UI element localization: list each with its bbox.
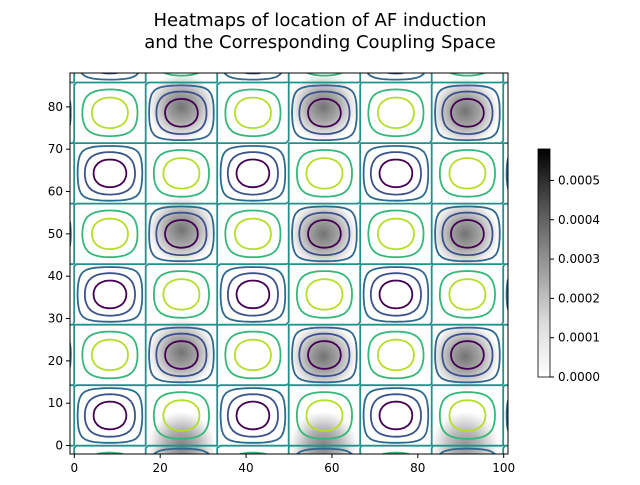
- colorbar-axis: 0.0000 0.0001 0.0002 0.0003 0.0004 0.0005: [550, 173, 600, 384]
- y-tick-label: 60: [48, 185, 63, 199]
- contour-level-0: [92, 98, 485, 431]
- colorbar-tick-label: 0.0005: [558, 173, 600, 187]
- y-tick-label: 70: [48, 142, 63, 156]
- x-tick-label: 100: [492, 461, 515, 475]
- contour-level-5: [90, 96, 487, 432]
- heatmap-hotspot-0: [147, 73, 216, 141]
- contour-level-3: [70, 73, 508, 454]
- heatmap-hotspot-11: [431, 411, 500, 454]
- y-tick-label: 20: [48, 354, 63, 368]
- colorbar-tick-label: 0.0002: [558, 291, 600, 305]
- heatmap-hotspot-1: [289, 73, 358, 141]
- chart-title-line-1: Heatmaps of location of AF induction: [153, 10, 486, 31]
- colorbar-tick-label: 0.0004: [558, 213, 600, 227]
- chart-title-line-2: and the Corresponding Coupling Space: [144, 32, 496, 53]
- contour-level-1: [83, 73, 494, 438]
- y-tick-label: 80: [48, 100, 63, 114]
- heatmap-hotspot-5: [431, 199, 500, 268]
- x-tick-label: 0: [70, 461, 78, 475]
- colorbar: [537, 148, 551, 378]
- y-axis: 0 10 20 30 40 50 60 70 80: [48, 100, 70, 453]
- x-tick-label: 40: [238, 461, 253, 475]
- x-tick-label: 20: [153, 461, 168, 475]
- heatmap-hotspot-6: [147, 318, 216, 387]
- x-tick-label: 80: [410, 461, 425, 475]
- y-tick-label: 40: [48, 269, 63, 283]
- heatmap-hotspot-3: [147, 195, 216, 264]
- x-tick-label: 60: [324, 461, 339, 475]
- y-tick-label: 50: [48, 227, 63, 241]
- plot-area-frame: [69, 72, 509, 455]
- y-tick-label: 0: [55, 439, 63, 453]
- colorbar-tick-label: 0.0000: [558, 370, 600, 384]
- y-tick-label: 30: [48, 312, 63, 326]
- y-tick-label: 10: [48, 396, 63, 410]
- colorbar-tick-label: 0.0003: [558, 252, 600, 266]
- colorbar-tick-label: 0.0001: [558, 331, 600, 345]
- x-axis: 0 20 40 60 80 100: [70, 454, 515, 475]
